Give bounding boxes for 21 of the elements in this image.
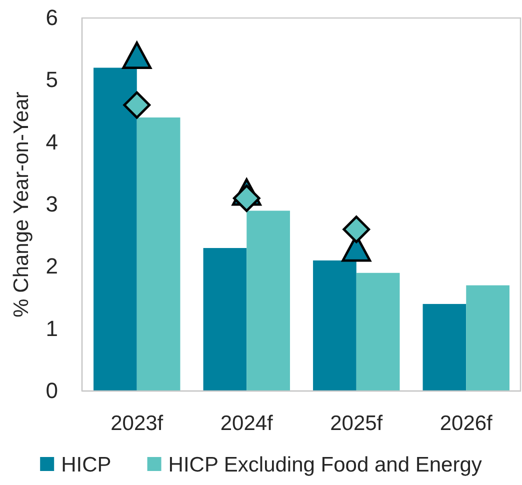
x-tick-label: 2023f <box>110 412 164 435</box>
y-axis-title: % Change Year-on-Year <box>10 92 33 318</box>
point <box>123 91 151 119</box>
y-tick-label: 4 <box>46 129 58 154</box>
legend-label: HICP <box>61 453 112 476</box>
bar <box>203 248 247 391</box>
y-tick-label: 1 <box>46 316 58 341</box>
y-tick-label: 5 <box>46 67 58 92</box>
x-tick-label: 2025f <box>330 412 383 435</box>
y-tick-label: 0 <box>46 378 58 404</box>
y-tick-label: 3 <box>46 192 58 217</box>
point <box>122 42 152 69</box>
legend-label: HICP Excluding Food and Energy <box>168 453 482 476</box>
y-tick-label: 2 <box>46 254 58 279</box>
bar <box>466 285 510 391</box>
y-tick-label: 6 <box>46 5 58 30</box>
bar <box>356 272 400 391</box>
x-tick-label: 2026f <box>440 412 493 435</box>
bar <box>422 304 466 391</box>
point <box>342 216 370 244</box>
x-tick-label: 2024f <box>220 412 274 435</box>
